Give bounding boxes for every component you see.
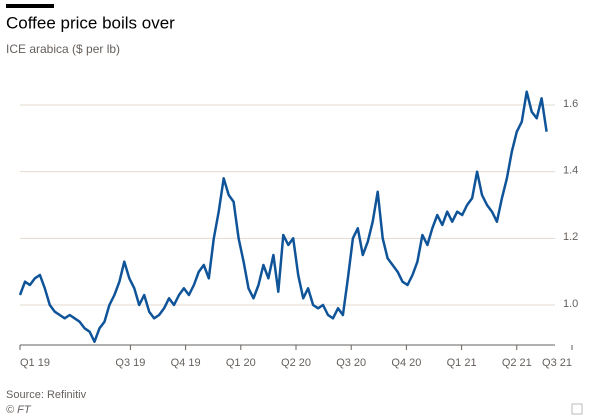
y-tick-label: 1.4 xyxy=(563,165,578,177)
x-tick-label: Q2 21 xyxy=(502,357,532,369)
chart-title: Coffee price boils over xyxy=(6,13,175,32)
x-tick-label: Q3 21 xyxy=(542,357,572,369)
x-tick-label: Q4 20 xyxy=(391,357,421,369)
icon xyxy=(571,403,583,415)
x-tick-label: Q3 19 xyxy=(115,357,145,369)
x-tick-label: Q3 20 xyxy=(336,357,366,369)
x-tick-label: Q1 19 xyxy=(20,357,50,369)
x-tick-label: Q2 20 xyxy=(281,357,311,369)
x-tick-label: Q1 21 xyxy=(447,357,477,369)
chart-subtitle: ICE arabica ($ per lb) xyxy=(6,42,120,56)
source: Source: Refinitiv xyxy=(6,389,87,401)
y-tick-label: 1.0 xyxy=(563,298,578,310)
credit: © FT xyxy=(6,404,32,416)
x-tick-label: Q1 20 xyxy=(226,357,256,369)
y-tick-label: 1.2 xyxy=(563,231,578,243)
y-tick-label: 1.6 xyxy=(563,98,578,110)
x-tick-label: Q4 19 xyxy=(171,357,201,369)
title-bar xyxy=(6,4,54,8)
line-series xyxy=(18,90,548,343)
